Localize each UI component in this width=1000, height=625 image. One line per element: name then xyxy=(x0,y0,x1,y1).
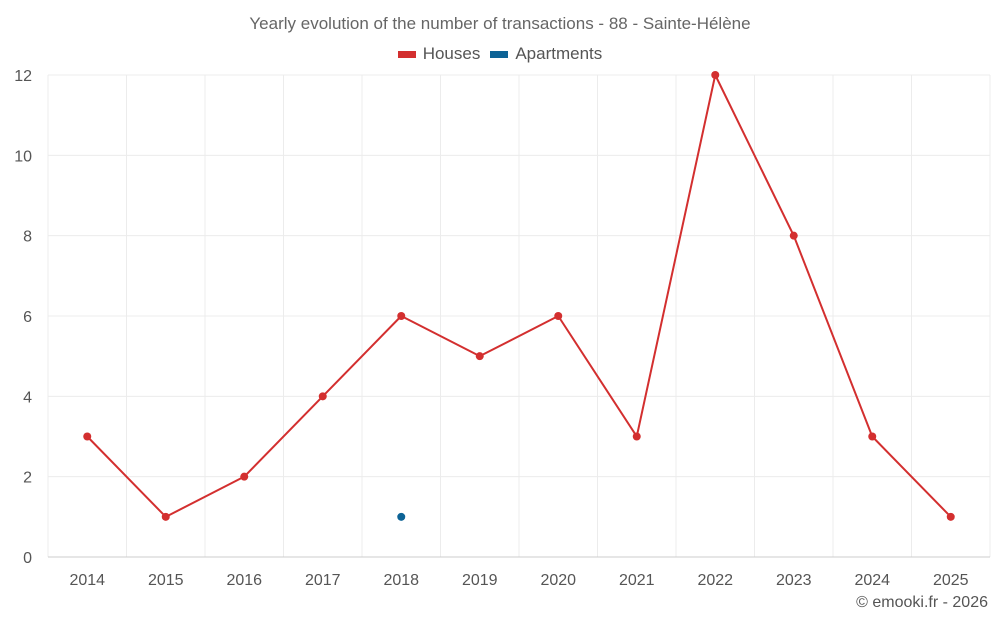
data-point-0[interactable] xyxy=(554,312,563,320)
x-tick-label: 2018 xyxy=(383,572,419,589)
chart-title: Yearly evolution of the number of transa… xyxy=(249,14,751,33)
data-point-0[interactable] xyxy=(240,472,249,481)
data-point-1[interactable] xyxy=(397,512,406,521)
x-tick-label: 2021 xyxy=(619,572,655,589)
data-point-0[interactable] xyxy=(632,432,641,441)
x-tick-label: 2022 xyxy=(697,572,733,589)
x-tick-label: 2023 xyxy=(776,572,812,589)
x-tick-label: 2014 xyxy=(69,572,105,589)
data-point-0[interactable] xyxy=(475,352,484,361)
legend-swatch-houses xyxy=(397,50,416,58)
y-tick-label: 12 xyxy=(14,68,32,85)
x-tick-label: 2016 xyxy=(226,572,262,589)
x-axis-ticks: 2014 2015 2016 2017 2018 2019 2020 2021 2022 2023… xyxy=(69,572,968,589)
data-point-0[interactable] xyxy=(161,512,170,521)
x-tick-label: 2025 xyxy=(933,572,969,589)
y-tick-label: 0 xyxy=(23,550,32,567)
legend-label-houses: Houses xyxy=(422,44,481,63)
data-point-0[interactable] xyxy=(83,432,92,441)
legend-item-houses[interactable]: Houses xyxy=(397,44,481,64)
grid-lines xyxy=(47,74,991,558)
legend-swatch-apartments xyxy=(490,50,509,58)
x-tick-label: 2015 xyxy=(148,572,184,589)
series-layer xyxy=(83,71,955,521)
data-point-0[interactable] xyxy=(397,312,406,320)
y-tick-label: 2 xyxy=(23,470,32,487)
x-tick-label: 2020 xyxy=(540,572,576,589)
x-tick-label: 2017 xyxy=(305,572,341,589)
x-tick-label: 2024 xyxy=(854,572,890,589)
y-tick-label: 4 xyxy=(23,389,32,406)
y-tick-label: 10 xyxy=(14,148,32,165)
x-tick-label: 2019 xyxy=(462,572,498,589)
data-point-0[interactable] xyxy=(711,71,720,79)
data-point-0[interactable] xyxy=(946,512,955,521)
y-tick-label: 8 xyxy=(23,229,32,246)
data-point-0[interactable] xyxy=(789,231,798,240)
credit-text: © emooki.fr - 2026 xyxy=(856,594,988,611)
y-axis-ticks: 0 2 4 6 8 10 12 xyxy=(14,68,32,567)
data-point-0[interactable] xyxy=(868,432,877,441)
series-line-0 xyxy=(86,74,952,518)
legend: Houses Apartments xyxy=(0,44,1000,64)
y-tick-label: 6 xyxy=(23,309,32,326)
data-point-0[interactable] xyxy=(318,392,327,401)
legend-label-apartments: Apartments xyxy=(515,44,603,63)
legend-item-apartments[interactable]: Apartments xyxy=(490,44,602,64)
